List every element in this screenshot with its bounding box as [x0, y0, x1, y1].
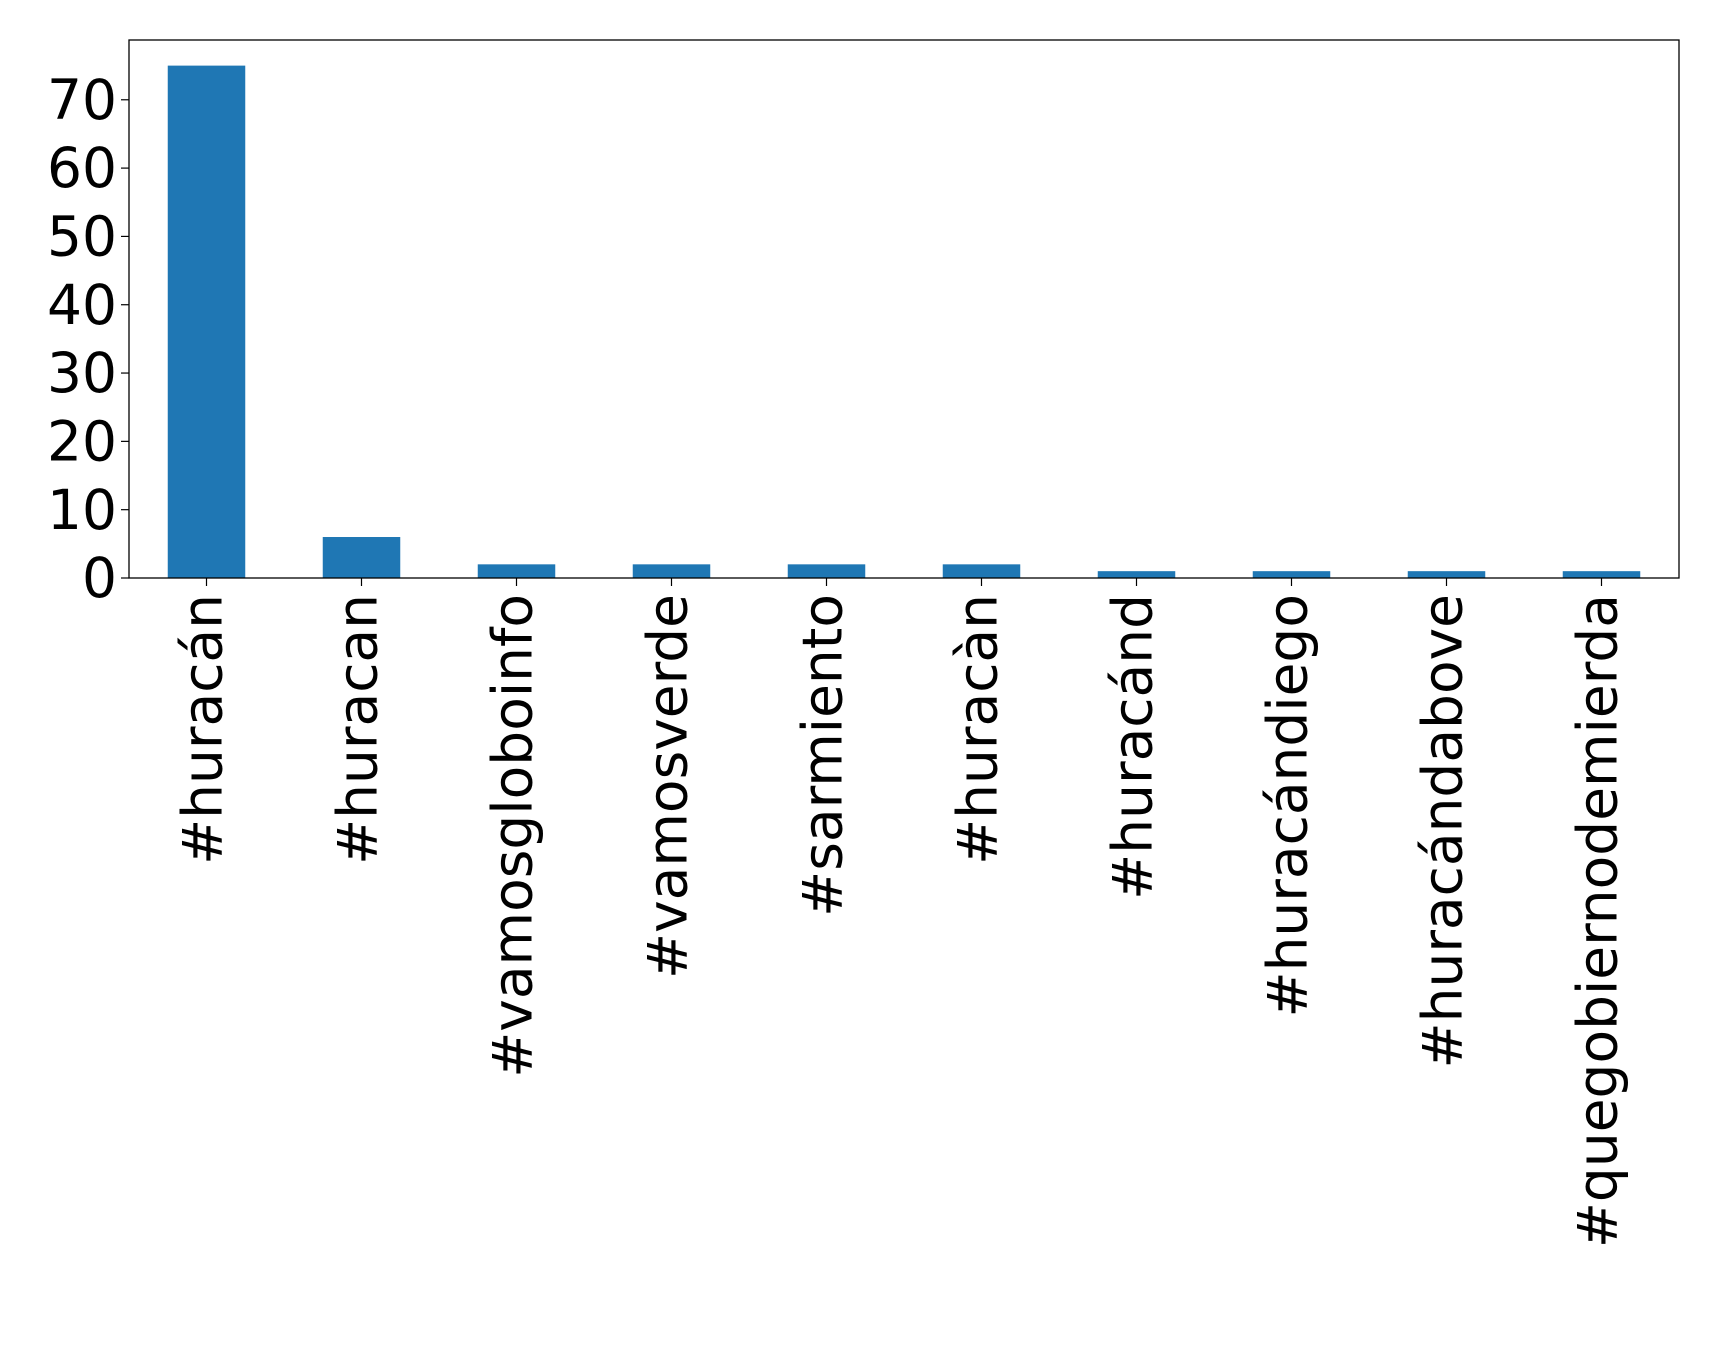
- bar: [1252, 571, 1331, 578]
- x-tick-label: #vamosgloboinfo: [481, 594, 545, 1078]
- x-tick-label: #huracan: [326, 594, 390, 865]
- y-tick-label: 50: [47, 205, 117, 269]
- x-tick-label: #huracándabove: [1411, 594, 1475, 1068]
- x-tick-label: #sarmiento: [791, 594, 855, 917]
- plot-frame: [128, 39, 1680, 579]
- y-tick-label: 70: [47, 68, 117, 132]
- x-tick-label: #quegobiernodemierda: [1566, 594, 1630, 1248]
- y-tick-label: 10: [47, 478, 117, 542]
- bar: [322, 537, 401, 578]
- x-tick-label: #huracándiego: [1256, 594, 1320, 1018]
- x-tick-label: #huracánd: [1101, 594, 1165, 900]
- bar: [477, 564, 556, 578]
- y-tick-label: 30: [47, 341, 117, 405]
- bar: [1562, 571, 1641, 578]
- bar: [1407, 571, 1486, 578]
- bar: [1097, 571, 1176, 578]
- bar: [942, 564, 1021, 578]
- x-tick-label: #huracán: [171, 594, 235, 865]
- y-tick-label: 0: [82, 546, 117, 610]
- y-tick-label: 40: [47, 273, 117, 337]
- bar: [632, 564, 711, 578]
- bar: [167, 65, 246, 579]
- bar: [787, 564, 866, 578]
- x-tick-label: #huracàn: [946, 594, 1010, 865]
- y-tick-label: 60: [47, 136, 117, 200]
- x-tick-label: #vamosverde: [636, 594, 700, 979]
- y-tick-label: 20: [47, 410, 117, 474]
